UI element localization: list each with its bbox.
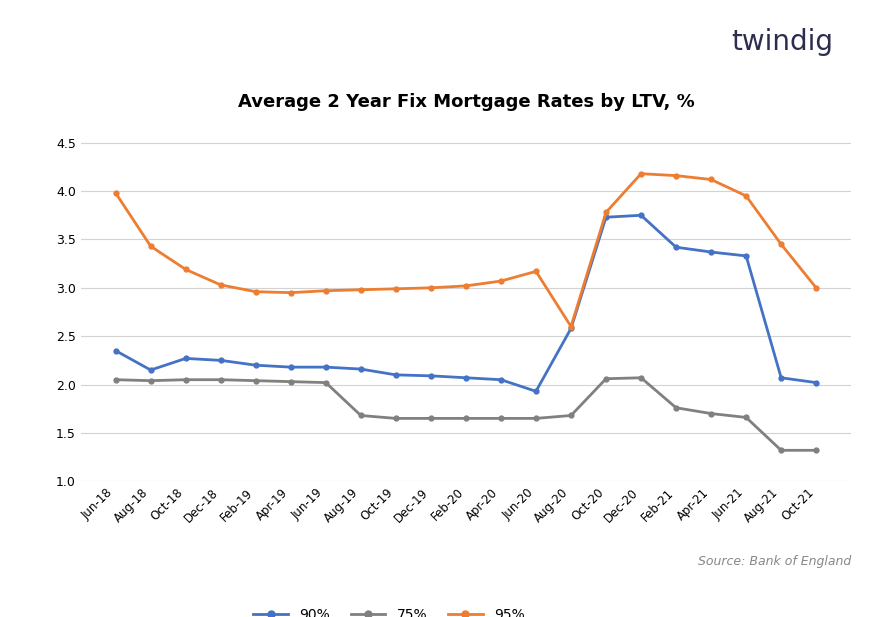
Text: twindig: twindig (731, 28, 833, 56)
Title: Average 2 Year Fix Mortgage Rates by LTV, %: Average 2 Year Fix Mortgage Rates by LTV… (237, 93, 694, 110)
Legend: 90%, 75%, 95%: 90%, 75%, 95% (247, 603, 530, 617)
Text: Source: Bank of England: Source: Bank of England (698, 555, 851, 568)
